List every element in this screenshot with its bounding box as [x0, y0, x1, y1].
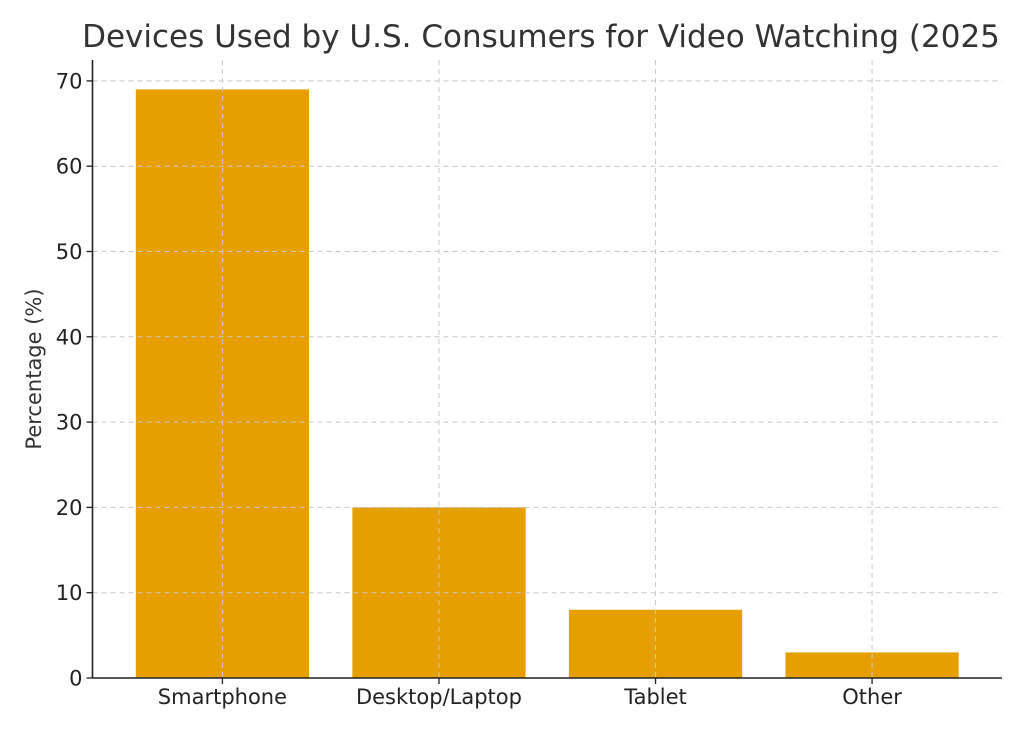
x-tick-label: Desktop/Laptop	[356, 685, 522, 709]
y-tick-label: 30	[56, 411, 83, 435]
chart-title: Devices Used by U.S. Consumers for Video…	[82, 19, 1000, 55]
axes	[91, 60, 1002, 679]
grid-lines	[92, 60, 1002, 678]
y-tick-label: 60	[56, 155, 83, 179]
tick-labels: 0 10 20 30 40 50 60 70 Smartphone Desktop/Laptop T…	[56, 69, 902, 709]
x-tick-label: Other	[842, 685, 902, 709]
y-tick-label: 50	[56, 240, 83, 264]
x-tick-label: Tablet	[623, 685, 687, 709]
y-axis-label: Percentage (%)	[22, 288, 46, 449]
y-tick-label: 0	[69, 667, 82, 691]
y-tick-label: 10	[56, 581, 83, 605]
y-tick-label: 40	[56, 325, 83, 349]
y-tick-label: 70	[56, 69, 83, 93]
bars	[135, 89, 959, 679]
y-tick-label: 20	[56, 496, 83, 520]
x-tick-label: Smartphone	[158, 685, 287, 709]
